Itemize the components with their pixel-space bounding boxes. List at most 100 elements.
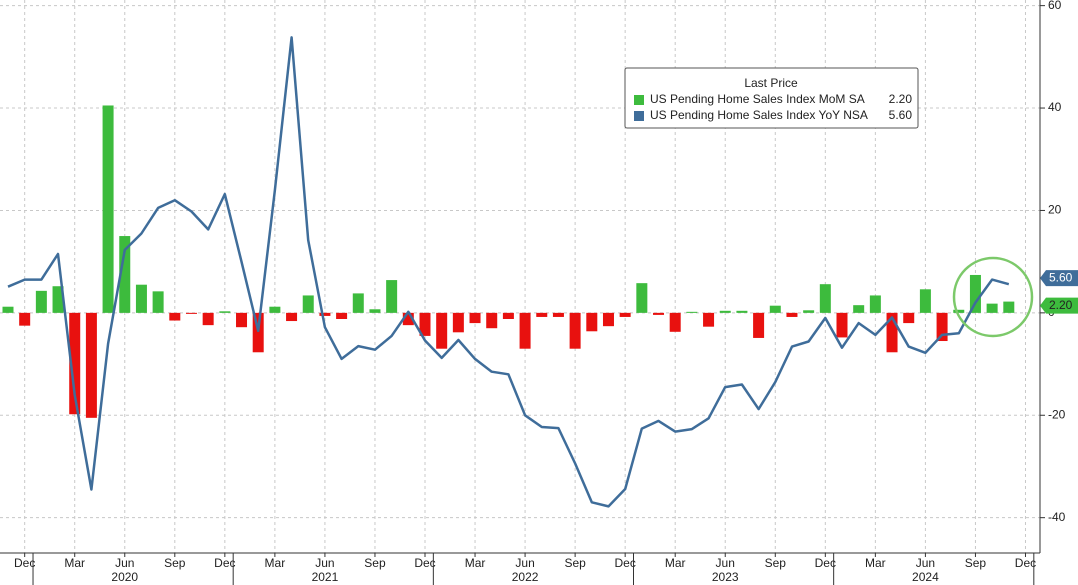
x-tick-label: Sep	[164, 556, 186, 570]
bar	[969, 274, 981, 313]
bar	[169, 312, 181, 321]
y-tick-label: -40	[1048, 510, 1066, 524]
x-tick-label: Dec	[214, 556, 235, 570]
bar	[436, 312, 448, 349]
bar	[202, 312, 214, 326]
legend-value: 5.60	[889, 108, 913, 122]
bar	[452, 312, 464, 333]
x-tick-label: Jun	[916, 556, 935, 570]
bar	[653, 312, 665, 315]
line	[7, 36, 1010, 508]
value-tag-label: 2.20	[1049, 298, 1073, 312]
bar	[719, 310, 731, 313]
year-label: 2020	[111, 570, 138, 584]
bar	[853, 305, 865, 313]
legend-label: US Pending Home Sales Index YoY NSA	[650, 108, 868, 122]
legend-box	[624, 67, 919, 129]
bar	[519, 312, 531, 349]
bar	[552, 312, 564, 317]
bars	[2, 105, 1015, 418]
legend-value: 2.20	[889, 92, 913, 106]
legend: Last Price US Pending Home Sales Index M…	[624, 67, 919, 129]
value-tag	[1040, 297, 1078, 314]
legend-swatch	[634, 111, 644, 121]
x-tick-label: Mar	[665, 556, 686, 570]
year-label: 2023	[712, 570, 739, 584]
bar	[886, 312, 898, 353]
bar	[619, 312, 631, 317]
bar	[236, 312, 248, 328]
x-tick-label: Jun	[315, 556, 334, 570]
x-tick-label: Mar	[465, 556, 486, 570]
bar	[286, 312, 298, 322]
bar	[152, 291, 164, 313]
bar	[903, 312, 915, 324]
bar	[369, 309, 381, 313]
bar	[986, 303, 998, 313]
bar	[919, 289, 931, 313]
x-tick-label: Dec	[614, 556, 635, 570]
bar	[1003, 301, 1015, 313]
bar	[786, 312, 798, 317]
bar	[102, 105, 114, 313]
bar	[19, 312, 31, 326]
bar	[185, 312, 197, 314]
year-label: 2022	[512, 570, 539, 584]
bar	[736, 310, 748, 313]
legend-label: US Pending Home Sales Index MoM SA	[650, 92, 865, 106]
bar	[586, 312, 598, 332]
x-tick-label: Jun	[515, 556, 534, 570]
x-tick-label: Sep	[965, 556, 987, 570]
bar	[69, 312, 81, 415]
bar	[302, 295, 314, 313]
bar	[85, 312, 97, 418]
x-tick-label: Sep	[364, 556, 386, 570]
bar	[2, 306, 14, 313]
bar	[486, 312, 498, 329]
legend-title: Last Price	[744, 76, 798, 90]
bar	[836, 312, 848, 338]
legend-swatch	[634, 95, 644, 105]
year-label: 2021	[312, 570, 339, 584]
y-tick-label: 60	[1048, 0, 1062, 12]
y-tick-label: 20	[1048, 203, 1062, 217]
bar	[769, 305, 781, 313]
bar	[602, 312, 614, 327]
y-tick-label: -20	[1048, 407, 1066, 421]
bar	[352, 293, 364, 313]
value-tag	[1040, 270, 1078, 287]
bar	[936, 312, 948, 342]
bar	[953, 309, 965, 313]
bar	[536, 312, 548, 317]
bar	[803, 310, 815, 313]
bar	[252, 312, 264, 353]
bar	[269, 306, 281, 313]
x-tick-label: Jun	[115, 556, 134, 570]
bar	[669, 312, 681, 332]
bar	[35, 290, 47, 313]
bar	[869, 295, 881, 313]
axis: -40-200204060DecMarJunSepDecMarJunSepDec…	[14, 0, 1078, 585]
x-tick-label: Dec	[414, 556, 435, 570]
bar	[319, 312, 331, 316]
year-label: 2024	[912, 570, 939, 584]
x-tick-label: Dec	[1015, 556, 1036, 570]
value-tag-label: 5.60	[1049, 270, 1073, 284]
bar	[419, 312, 431, 336]
bar	[119, 236, 131, 313]
highlight-circle	[952, 256, 1034, 338]
bar	[386, 280, 398, 313]
x-tick-label: Sep	[765, 556, 787, 570]
x-tick-label: Mar	[865, 556, 886, 570]
lines	[7, 36, 1010, 508]
x-tick-label: Jun	[716, 556, 735, 570]
bar	[569, 312, 581, 349]
bar	[219, 311, 231, 313]
bar	[502, 312, 514, 319]
bar	[135, 284, 147, 313]
x-tick-label: Mar	[64, 556, 85, 570]
bar	[686, 311, 698, 313]
bar	[636, 283, 648, 313]
bar	[52, 286, 64, 313]
